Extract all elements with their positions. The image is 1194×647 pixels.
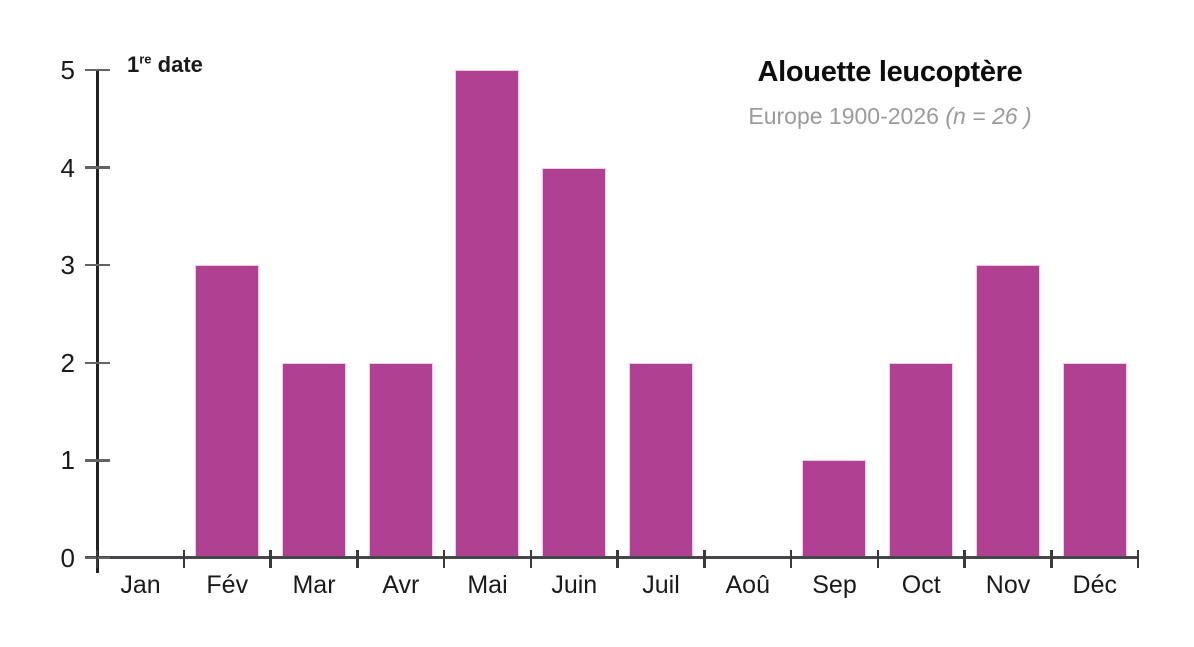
y-axis-title-number: 1 (127, 52, 140, 77)
x-tick-6 (616, 550, 619, 568)
bar-sep (802, 460, 867, 558)
x-axis-label-avr: Avr (382, 571, 420, 599)
bar-fév (195, 265, 260, 558)
x-tick-4 (442, 550, 446, 568)
x-tick-10 (963, 550, 966, 568)
x-axis-label-fév: Fév (206, 571, 249, 599)
title-block: Alouette leucoptère Europe 1900-2026 (n … (640, 56, 1140, 130)
y-tick-label-3: 3 (60, 250, 75, 281)
bar-juil (628, 362, 693, 558)
y-tick-label-5: 5 (60, 55, 75, 85)
y-tick-label-0: 0 (60, 543, 75, 573)
x-axis-label-oct: Oct (901, 571, 941, 599)
x-tick-11 (1050, 550, 1053, 568)
x-tick-7 (703, 550, 706, 568)
x-tick-0 (95, 550, 99, 568)
x-axis-line (85, 556, 1138, 559)
subtitle-sample-size: (n = 26 ) (945, 103, 1032, 129)
bar-déc (1062, 362, 1127, 558)
y-axis-title: 1re date (127, 52, 203, 78)
x-axis-label-juin: Juin (551, 571, 598, 599)
y-tick-4 (85, 166, 110, 169)
x-tick-5 (529, 550, 532, 568)
y-tick-label-2: 2 (60, 347, 75, 378)
x-tick-2 (269, 550, 272, 568)
bar-nov (975, 265, 1040, 558)
chart-title: Alouette leucoptère (757, 56, 1023, 88)
y-tick-3 (85, 263, 110, 267)
bar-avr (368, 362, 433, 558)
x-tick-12 (1136, 550, 1140, 568)
bar-mar (281, 362, 346, 558)
subtitle-range: Europe 1900-2026 (748, 103, 946, 129)
x-axis-label-sep: Sep (812, 571, 857, 599)
y-tick-2 (85, 361, 110, 365)
bar-mai (455, 70, 520, 558)
y-tick-5 (85, 68, 110, 72)
x-tick-1 (182, 550, 185, 568)
x-axis-label-mai: Mai (467, 571, 508, 599)
y-axis-title-superscript: re (139, 51, 152, 67)
x-axis-label-nov: Nov (985, 571, 1031, 599)
bar-juin (542, 167, 607, 558)
y-tick-label-1: 1 (60, 445, 75, 476)
x-tick-3 (356, 550, 359, 568)
x-axis-label-jan: Jan (120, 571, 161, 599)
x-axis-label-juil: Juil (642, 571, 680, 599)
y-tick-label-4: 4 (60, 152, 75, 183)
y-tick-1 (85, 459, 110, 462)
bar-oct (889, 362, 954, 558)
x-axis-label-déc: Déc (1072, 571, 1117, 599)
x-axis-label-mar: Mar (292, 571, 336, 599)
y-axis-title-word: date (151, 52, 203, 77)
x-axis-label-aoû: Aoû (725, 571, 770, 599)
chart-subtitle: Europe 1900-2026 (n = 26 ) (640, 103, 1140, 130)
x-tick-9 (876, 550, 879, 568)
y-axis-line (96, 70, 99, 573)
x-tick-8 (789, 550, 793, 568)
